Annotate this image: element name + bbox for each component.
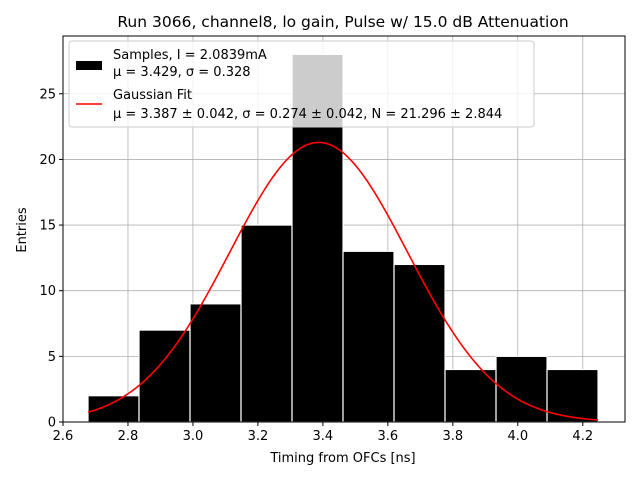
legend-samples-swatch	[76, 61, 102, 70]
x-tick-label-7: 4.0	[507, 429, 528, 444]
y-axis-ticks: 0 5 10 15 20 25	[39, 87, 63, 431]
histogram-bar-8	[495, 355, 548, 423]
x-tick-label-2: 3.0	[183, 429, 204, 444]
x-tick-label-1: 2.8	[118, 429, 139, 444]
histogram-bar-5	[342, 250, 395, 423]
y-tick-label-1: 5	[48, 350, 56, 365]
histogram-bar-3	[240, 224, 293, 423]
gaussian-fit-curve	[87, 141, 599, 421]
histogram-bar-2	[189, 303, 242, 423]
x-tick-label-6: 3.8	[442, 429, 463, 444]
x-tick-label-3: 3.2	[248, 429, 269, 444]
legend-samples-stats: μ = 3.429, σ = 0.328	[113, 65, 251, 80]
legend-samples-label: Samples, I = 2.0839mA	[113, 48, 267, 63]
histogram-bar-7	[444, 368, 497, 423]
legend-fit-label: Gaussian Fit	[113, 88, 192, 103]
x-axis-ticks: 2.6 2.8 3.0 3.2 3.4 3.6 3.8 4.0 4.2	[53, 422, 593, 444]
x-axis-label: Timing from OFCs [ns]	[269, 451, 415, 466]
y-tick-label-3: 15	[39, 219, 56, 234]
histogram-bar-0	[87, 395, 140, 423]
x-tick-label-4: 3.4	[313, 429, 334, 444]
y-tick-label-5: 25	[39, 87, 56, 102]
legend-fit-stats: μ = 3.387 ± 0.042, σ = 0.274 ± 0.042, N …	[113, 107, 502, 122]
legend: Samples, I = 2.0839mA μ = 3.429, σ = 0.3…	[68, 40, 535, 128]
gaussian-fit	[87, 141, 599, 421]
x-tick-label-5: 3.6	[378, 429, 399, 444]
chart-title: Run 3066, channel8, lo gain, Pulse w/ 15…	[117, 13, 568, 31]
y-tick-label-0: 0	[48, 416, 56, 431]
y-tick-label-2: 10	[39, 284, 56, 299]
histogram-bar-6	[393, 263, 446, 423]
y-tick-label-4: 20	[39, 153, 56, 168]
histogram-bar-1	[138, 329, 191, 423]
x-tick-label-0: 2.6	[53, 429, 74, 444]
plot-frame	[62, 35, 626, 423]
x-tick-label-8: 4.2	[572, 429, 593, 444]
y-axis-label: Entries	[15, 207, 30, 253]
legend-box	[68, 40, 535, 128]
